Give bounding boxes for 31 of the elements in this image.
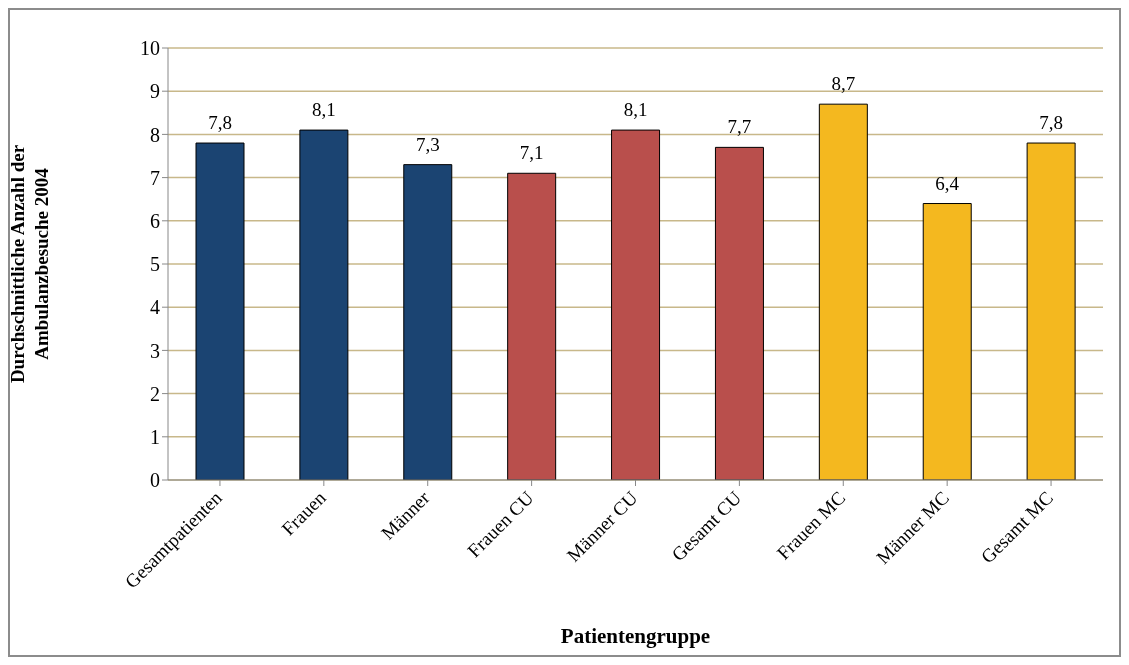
bar	[611, 129, 661, 480]
bar	[403, 164, 453, 480]
y-tick-label: 8	[150, 123, 160, 146]
y-tick-label: 0	[150, 469, 160, 492]
x-axis-title: Patientengruppe	[560, 624, 711, 648]
data-label: 7,8	[208, 112, 232, 134]
y-tick-label: 7	[150, 166, 160, 189]
bar	[299, 129, 349, 480]
data-label: 6,4	[935, 172, 960, 194]
y-tick-label: 10	[140, 37, 160, 60]
data-label: 8,1	[623, 99, 648, 121]
bar	[1026, 142, 1076, 480]
data-label: 8,7	[831, 73, 856, 95]
bar	[922, 203, 972, 480]
y-tick-label: 4	[150, 296, 160, 319]
y-tick-label: 6	[150, 209, 160, 232]
bar	[818, 103, 868, 480]
bar	[714, 146, 764, 480]
y-tick-label: 9	[150, 80, 160, 103]
y-tick-label: 1	[150, 425, 160, 448]
bar	[507, 172, 557, 480]
data-label: 7,7	[727, 116, 752, 138]
data-label: 7,1	[519, 142, 544, 164]
y-tick-label: 5	[150, 253, 160, 276]
data-label: 7,3	[415, 133, 440, 155]
y-tick-label: 3	[150, 339, 160, 362]
bar	[195, 142, 245, 480]
data-label: 8,1	[312, 99, 336, 121]
y-axis-title: Durchschnittliche Anzahl der Ambulanzbesuche 2004	[7, 144, 52, 384]
data-label: 7,8	[1039, 112, 1063, 134]
y-tick-label: 2	[150, 382, 160, 405]
